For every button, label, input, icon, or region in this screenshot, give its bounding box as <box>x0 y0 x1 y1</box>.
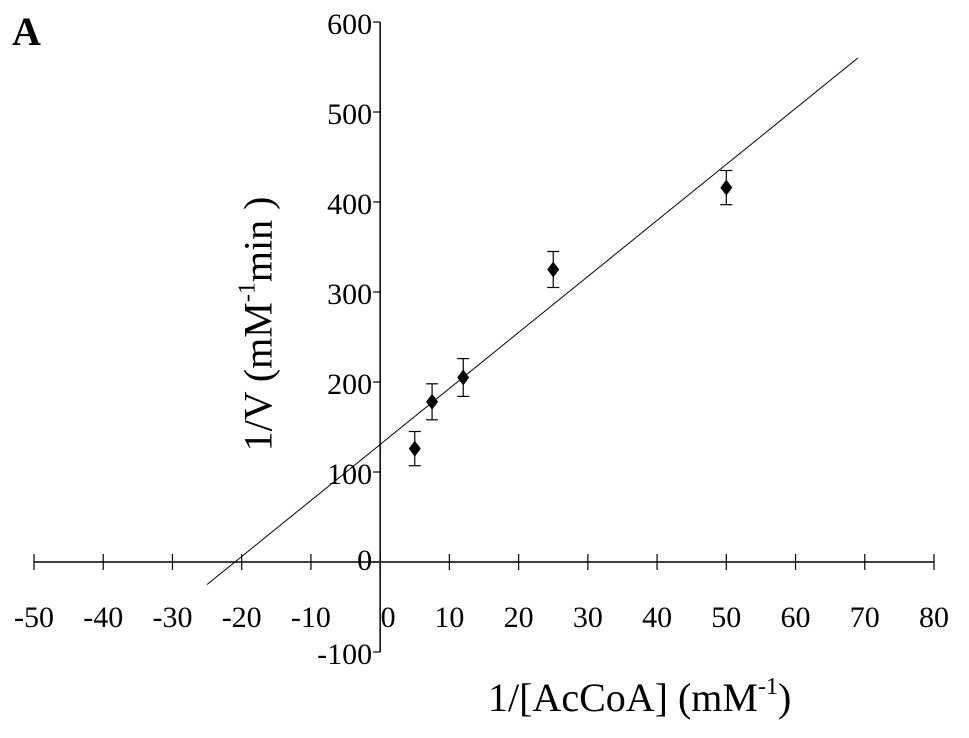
x-axis-label-suffix: ) <box>777 675 792 720</box>
x-axis-label-text: 1/[AcCoA] (mM <box>488 675 758 720</box>
x-tick-label: -10 <box>291 601 331 634</box>
y-tick-label: 600 <box>327 8 372 41</box>
y-tick-label: 400 <box>327 188 372 221</box>
y-axis-label: 1/V (mM-1min ) <box>235 197 282 452</box>
x-tick-label: 20 <box>504 601 534 634</box>
x-tick-label: -50 <box>14 601 54 634</box>
data-point-marker <box>547 261 560 278</box>
data-points <box>408 169 733 467</box>
tick-labels: -50 -40 -30 -20 -10 0 10 20 30 40 50 60 70 80-1000100… <box>14 8 949 671</box>
regression-line <box>206 57 859 585</box>
y-tick-label: -100 <box>317 638 372 671</box>
x-tick-label: 40 <box>642 601 672 634</box>
data-point-marker <box>426 393 439 410</box>
data-point-marker <box>720 179 733 196</box>
y-axis-label-text: 1/V (mM <box>235 302 281 452</box>
x-tick-label: -40 <box>83 601 123 634</box>
x-tick-label: -30 <box>152 601 192 634</box>
data-point-marker <box>408 440 421 457</box>
y-axis-label-suffix: min ) <box>235 196 281 283</box>
fit-line-group <box>206 57 859 585</box>
y-axis-label-superscript: -1 <box>234 282 261 303</box>
x-tick-label: 30 <box>573 601 603 634</box>
y-tick-label: 200 <box>327 368 372 401</box>
data-point-marker <box>457 369 470 386</box>
x-tick-label: 50 <box>711 601 741 634</box>
y-tick-label: 300 <box>327 278 372 311</box>
x-axis-label: 1/[AcCoA] (mM-1) <box>488 674 791 721</box>
x-tick-label: -20 <box>222 601 262 634</box>
x-tick-label: 0 <box>381 601 396 634</box>
y-tick-label: 500 <box>327 98 372 131</box>
y-tick-label: 100 <box>327 458 372 491</box>
x-tick-label: 80 <box>919 601 949 634</box>
x-axis-label-superscript: -1 <box>757 674 778 701</box>
x-tick-label: 60 <box>781 601 811 634</box>
x-tick-label: 10 <box>434 601 464 634</box>
axes <box>33 21 935 653</box>
y-tick-label: 0 <box>357 544 372 577</box>
x-tick-label: 70 <box>850 601 880 634</box>
panel-label: A <box>12 9 41 54</box>
